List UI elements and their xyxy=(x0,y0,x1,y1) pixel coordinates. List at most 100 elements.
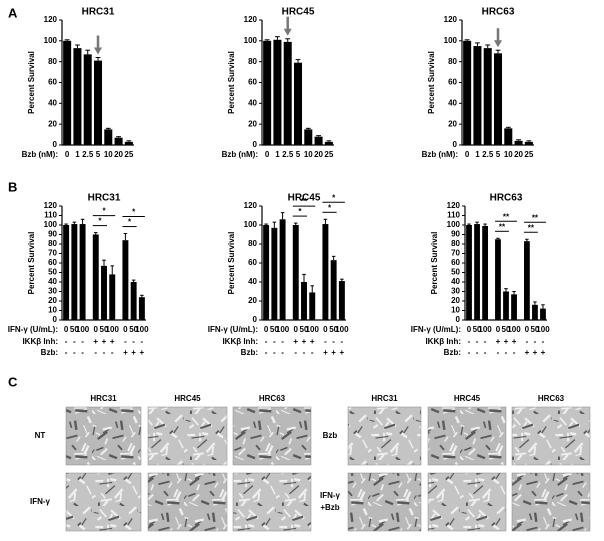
y-tick-label: 120 xyxy=(447,201,461,210)
condition-mark: + xyxy=(525,348,530,357)
error-bar xyxy=(526,140,532,142)
condition-mark: + xyxy=(293,337,298,346)
condition-mark: - xyxy=(65,337,68,346)
bar xyxy=(532,304,538,320)
x-tick-label: 25 xyxy=(324,150,333,159)
row-label: IFN-γ xyxy=(30,497,51,506)
y-tick-label: 0 xyxy=(53,315,58,324)
x-tick-label: 2.5 xyxy=(82,150,94,159)
y-tick-label: 80 xyxy=(48,239,57,248)
micrograph xyxy=(232,472,312,532)
y-tick-label: 20 xyxy=(448,119,457,128)
x-tick-label: 0 xyxy=(525,325,530,334)
micrograph xyxy=(65,472,142,532)
arrow-head xyxy=(494,40,502,48)
row-label: IFN-γ xyxy=(320,491,341,500)
condition-mark: - xyxy=(332,337,335,346)
condition-mark: - xyxy=(103,348,106,357)
error-bar xyxy=(541,304,545,309)
bar xyxy=(63,225,70,320)
arrow-head xyxy=(283,28,292,36)
bar xyxy=(138,297,145,320)
y-tick-label: 100 xyxy=(44,36,58,45)
row-label: Bzb: xyxy=(241,348,258,357)
y-tick-label: 120 xyxy=(444,15,458,24)
condition-mark: + xyxy=(131,348,136,357)
y-axis-label: Percent Survival xyxy=(227,232,236,295)
condition-mark: + xyxy=(533,348,538,357)
condition-mark: + xyxy=(331,348,336,357)
micrograph xyxy=(427,406,507,466)
x-axis-label: IFN-γ (U/mL): xyxy=(8,325,58,334)
error-bar xyxy=(485,44,491,49)
condition-mark: - xyxy=(141,337,144,346)
bar xyxy=(292,225,299,320)
condition-mark: - xyxy=(542,337,545,346)
bar xyxy=(273,39,282,145)
x-tick-label: 100 xyxy=(306,325,320,334)
x-tick-label: 100 xyxy=(536,325,550,334)
x-tick-label: 5 xyxy=(496,150,501,159)
condition-mark: - xyxy=(281,337,284,346)
y-tick-label: 100 xyxy=(244,36,258,45)
x-tick-label: 2.5 xyxy=(282,150,294,159)
condition-mark: + xyxy=(123,348,128,357)
significance-label: * xyxy=(328,203,332,212)
row-label: Bzb: xyxy=(444,348,461,357)
condition-mark: - xyxy=(265,337,268,346)
row-label: NT xyxy=(35,431,46,440)
y-tick-label: 70 xyxy=(451,249,460,258)
x-tick-label: 50 xyxy=(473,325,482,334)
significance-label: * xyxy=(298,207,302,216)
error-bar xyxy=(272,221,277,228)
y-tick-label: 120 xyxy=(244,15,258,24)
bar xyxy=(322,224,329,320)
bar xyxy=(79,224,86,320)
error-bar xyxy=(75,44,80,49)
bar xyxy=(304,129,313,145)
condition-mark: - xyxy=(273,348,276,357)
y-tick-label: 60 xyxy=(248,258,257,267)
error-bar xyxy=(275,36,280,40)
row-label: Bzb xyxy=(323,431,338,440)
bar xyxy=(503,291,509,320)
error-bar xyxy=(533,301,537,305)
x-tick-label: 0 xyxy=(294,325,299,334)
x-tick-label: 50 xyxy=(530,325,539,334)
significance-label: * xyxy=(132,208,136,217)
y-tick-label: 60 xyxy=(48,258,57,267)
bar xyxy=(301,282,307,320)
x-tick-label: 100 xyxy=(135,325,149,334)
error-bar xyxy=(264,39,270,41)
bar xyxy=(309,292,316,320)
bar xyxy=(124,141,133,145)
error-bar xyxy=(483,223,487,226)
y-tick-label: 0 xyxy=(453,140,458,149)
condition-mark: - xyxy=(534,337,537,346)
row-label: +Bzb xyxy=(320,503,339,512)
x-tick-label: 100 xyxy=(106,325,120,334)
y-tick-label: 80 xyxy=(248,57,257,66)
y-tick-label: 20 xyxy=(248,119,257,128)
bar xyxy=(109,274,116,320)
y-tick-label: 80 xyxy=(48,57,57,66)
x-tick-label: 10 xyxy=(504,150,513,159)
error-bar xyxy=(464,39,470,41)
condition-mark: - xyxy=(124,337,127,346)
condition-mark: - xyxy=(468,348,471,357)
x-tick-label: 100 xyxy=(335,325,349,334)
error-bar xyxy=(323,218,328,225)
arrow-head xyxy=(94,47,102,55)
condition-mark: + xyxy=(140,348,145,357)
error-bar xyxy=(310,285,315,293)
significance-label: ** xyxy=(499,222,506,231)
x-tick-label: 5 xyxy=(96,150,101,159)
condition-mark: - xyxy=(81,337,84,346)
x-axis-label: IFN-γ (U/mL): xyxy=(208,325,258,334)
column-label: HRC31 xyxy=(90,394,117,403)
error-bar xyxy=(72,221,77,225)
chart-title: HRC63 xyxy=(482,7,515,18)
micrograph xyxy=(147,472,228,532)
y-tick-label: 0 xyxy=(253,315,258,324)
